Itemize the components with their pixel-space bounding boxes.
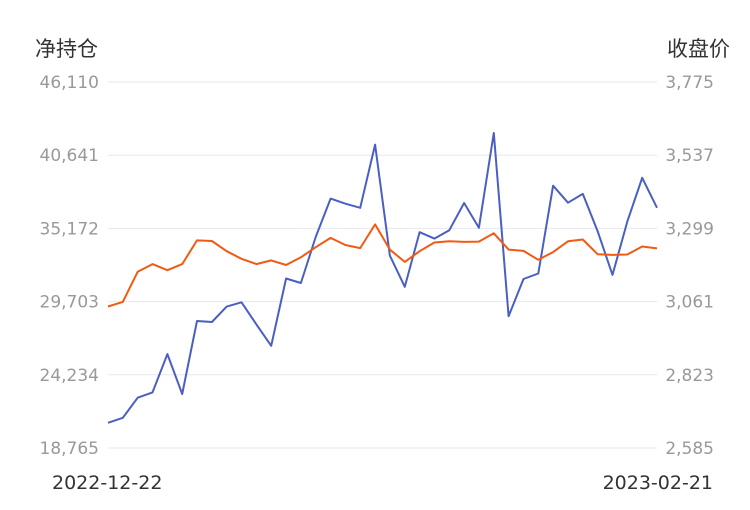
- left-tick-label: 24,234: [40, 366, 99, 386]
- right-tick-label: 2,585: [665, 439, 714, 459]
- left-axis-ticks: 46,110 40,641 35,172 29,703 24,234 18,765: [40, 73, 99, 459]
- right-tick-label: 3,061: [665, 293, 714, 313]
- right-tick-label: 3,299: [665, 219, 714, 239]
- x-end-date-label: 2023-02-21: [603, 472, 713, 494]
- right-tick-label: 3,537: [665, 146, 714, 166]
- right-axis-ticks: 3,775 3,537 3,299 3,061 2,823 2,585: [665, 73, 714, 459]
- right-tick-label: 3,775: [665, 73, 714, 93]
- left-tick-label: 18,765: [40, 439, 99, 459]
- left-tick-label: 29,703: [40, 293, 99, 313]
- series-lines: [107, 132, 658, 424]
- left-tick-label: 46,110: [40, 73, 99, 93]
- left-tick-label: 35,172: [40, 219, 99, 239]
- right-tick-label: 2,823: [665, 366, 714, 386]
- x-start-date-label: 2022-12-22: [52, 472, 162, 494]
- gridlines: [108, 81, 657, 449]
- net-position-line: [107, 132, 658, 424]
- left-tick-label: 40,641: [40, 146, 99, 166]
- left-axis-title: 净持仓: [35, 37, 98, 61]
- close-price-line: [107, 223, 658, 308]
- right-axis-title: 收盘价: [667, 37, 730, 61]
